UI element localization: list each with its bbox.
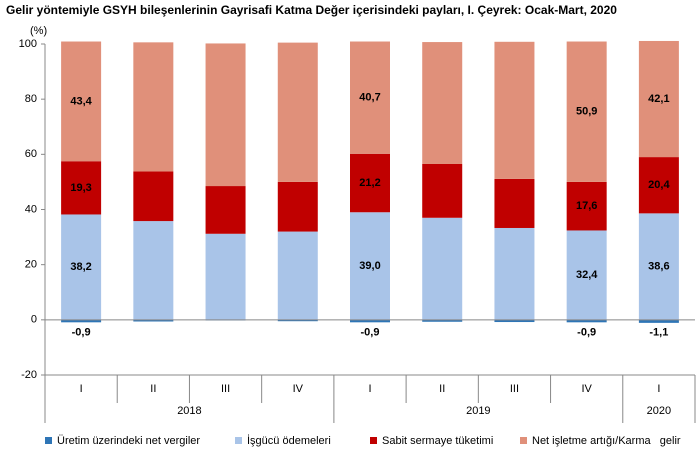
bar-segment bbox=[494, 41, 535, 179]
y-tick-label: 80 bbox=[25, 93, 37, 105]
bar-segment bbox=[638, 319, 679, 323]
bar-segment bbox=[566, 41, 607, 182]
legend-swatch bbox=[370, 437, 377, 444]
value-label: 32,4 bbox=[576, 269, 598, 281]
bar-segment bbox=[61, 41, 102, 162]
legend-label: Üretim üzerindeki net vergiler bbox=[57, 435, 200, 447]
bar-segment bbox=[277, 181, 318, 232]
value-label: 43,4 bbox=[70, 95, 92, 107]
bar-segment bbox=[61, 214, 102, 320]
bar-segment bbox=[205, 186, 246, 234]
value-label: 38,6 bbox=[648, 261, 669, 273]
bar-segment bbox=[638, 40, 679, 158]
y-tick-label: -20 bbox=[21, 369, 37, 381]
x-tick-label: IV bbox=[293, 383, 304, 395]
bar-segment bbox=[61, 161, 102, 215]
legend-swatch bbox=[235, 437, 242, 444]
legend-swatch bbox=[520, 437, 527, 444]
legend-label: İşgücü ödemeleri bbox=[247, 434, 331, 447]
bar-segment bbox=[133, 42, 174, 172]
value-label: 40,7 bbox=[359, 92, 380, 104]
y-axis-label: (%) bbox=[30, 25, 47, 37]
group-label: 2020 bbox=[647, 405, 671, 417]
value-label: 38,2 bbox=[70, 261, 91, 273]
bar-segment bbox=[61, 319, 102, 323]
group-label: 2018 bbox=[177, 405, 201, 417]
x-tick-label: IV bbox=[581, 383, 592, 395]
value-label: 42,1 bbox=[648, 93, 669, 105]
bar-segment bbox=[133, 319, 174, 322]
y-tick-label: 20 bbox=[25, 259, 37, 271]
bar-segment bbox=[638, 213, 679, 320]
bar-segment bbox=[350, 41, 390, 154]
bar-segment bbox=[494, 178, 535, 228]
bar-segment bbox=[422, 217, 463, 320]
bar-segment bbox=[422, 163, 463, 218]
bar-segment bbox=[566, 230, 607, 320]
bar-segment bbox=[133, 221, 174, 320]
value-label: 20,4 bbox=[648, 179, 670, 191]
bar-segment bbox=[422, 319, 463, 322]
y-tick-label: 40 bbox=[25, 203, 37, 215]
legend-swatch bbox=[45, 437, 52, 444]
value-label: 17,6 bbox=[576, 200, 597, 212]
bar-segment bbox=[494, 227, 535, 320]
bar-segment bbox=[350, 212, 390, 320]
bar-segment bbox=[205, 233, 246, 320]
x-tick-label: I bbox=[80, 383, 83, 395]
x-tick-label: I bbox=[368, 383, 371, 395]
legend-label: Sabit sermaye tüketimi bbox=[382, 435, 493, 447]
bar-segment bbox=[205, 43, 246, 187]
bar-segment bbox=[350, 319, 390, 323]
legend-label: Net işletme artığı/Karma gelir bbox=[532, 435, 681, 447]
bar-segment bbox=[422, 42, 463, 164]
value-label: -0,9 bbox=[361, 327, 380, 339]
x-tick-label: I bbox=[657, 383, 660, 395]
bar-segment bbox=[277, 319, 318, 322]
x-tick-label: III bbox=[510, 383, 519, 395]
value-label: 39,0 bbox=[359, 260, 380, 272]
value-label: 50,9 bbox=[576, 106, 597, 118]
y-tick-label: 0 bbox=[31, 314, 37, 326]
x-tick-label: II bbox=[439, 383, 445, 395]
bar-segment bbox=[566, 181, 607, 231]
value-label: -1,1 bbox=[649, 327, 668, 339]
bar-segment bbox=[133, 171, 174, 222]
value-label: -0,9 bbox=[577, 327, 596, 339]
value-label: 19,3 bbox=[70, 182, 91, 194]
value-label: -0,9 bbox=[72, 327, 91, 339]
x-tick-label: II bbox=[150, 383, 156, 395]
bar-segment bbox=[277, 231, 318, 320]
bar-segment bbox=[277, 42, 318, 182]
bar-segment bbox=[350, 153, 390, 213]
bar-segment bbox=[566, 319, 607, 323]
bar-segment bbox=[494, 319, 535, 323]
value-label: 21,2 bbox=[359, 177, 380, 189]
group-label: 2019 bbox=[466, 405, 490, 417]
chart-title: Gelir yöntemiyle GSYH bileşenlerinin Gay… bbox=[6, 3, 617, 17]
bar-segment bbox=[638, 157, 679, 214]
y-tick-label: 100 bbox=[19, 38, 37, 50]
x-tick-label: III bbox=[221, 383, 230, 395]
y-tick-label: 60 bbox=[25, 148, 37, 160]
